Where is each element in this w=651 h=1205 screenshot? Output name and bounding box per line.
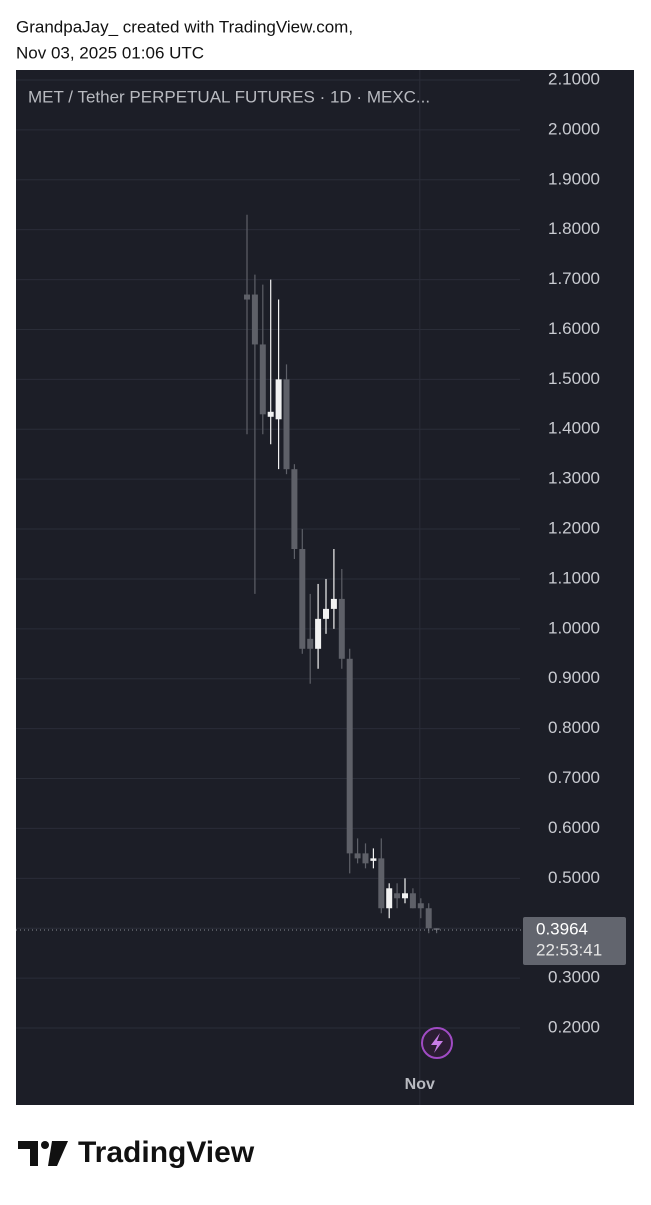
y-tick-label: 1.0000 xyxy=(548,618,600,637)
candle-body xyxy=(386,888,393,909)
y-tick-label: 1.2000 xyxy=(548,519,600,538)
candle-body xyxy=(409,893,416,909)
y-tick-label: 1.6000 xyxy=(548,319,600,338)
y-tick-label: 1.5000 xyxy=(548,369,600,388)
candle-body xyxy=(259,344,266,415)
countdown-label: 22:53:41 xyxy=(536,940,602,959)
candle-body xyxy=(315,618,322,649)
candle-body xyxy=(267,411,274,417)
y-tick-label: 0.2000 xyxy=(548,1017,600,1036)
candle-body xyxy=(433,928,440,931)
candle-body xyxy=(402,893,408,899)
candle-body xyxy=(307,638,314,649)
x-tick-label: Nov xyxy=(405,1076,435,1093)
candle-body xyxy=(378,858,385,909)
logo-mark xyxy=(18,1141,68,1166)
y-tick-label: 0.8000 xyxy=(548,718,600,737)
y-tick-label: 0.6000 xyxy=(548,818,600,837)
candle-body xyxy=(330,598,337,609)
y-tick-label: 2.0000 xyxy=(548,119,600,138)
candle-body xyxy=(346,658,353,854)
last-price-label: 0.3964 xyxy=(536,919,588,938)
y-tick-label: 1.1000 xyxy=(548,568,600,587)
header-line: Nov 03, 2025 01:06 UTC xyxy=(16,43,204,62)
y-tick-label: 0.5000 xyxy=(548,868,600,887)
candle-body xyxy=(354,853,361,859)
candle-body xyxy=(283,379,290,470)
y-tick-label: 1.4000 xyxy=(548,419,600,438)
candle-body xyxy=(291,469,298,550)
y-tick-label: 0.7000 xyxy=(548,768,600,787)
y-tick-label: 1.8000 xyxy=(548,219,600,238)
header-line: GrandpaJay_ created with TradingView.com… xyxy=(16,17,353,36)
y-tick-label: 0.3000 xyxy=(548,968,600,987)
candle-body xyxy=(417,903,424,909)
y-tick-label: 1.7000 xyxy=(548,269,600,288)
y-tick-label: 1.3000 xyxy=(548,469,600,488)
chart-title: MET / Tether PERPETUAL FUTURES · 1D · ME… xyxy=(28,87,430,106)
plot xyxy=(16,70,520,1105)
candle-body xyxy=(299,549,306,649)
candle-body xyxy=(362,853,369,864)
candle-body xyxy=(338,598,345,659)
candle-body xyxy=(323,608,329,619)
candle-body xyxy=(370,858,377,861)
y-tick-label: 2.1000 xyxy=(548,69,600,88)
candle-body xyxy=(394,893,401,899)
y-tick-label: 1.9000 xyxy=(548,169,600,188)
logo-text: TradingView xyxy=(78,1136,255,1169)
candle-body xyxy=(425,908,432,929)
y-tick-label: 0.9000 xyxy=(548,668,600,687)
candle-body xyxy=(244,294,250,300)
candle-body xyxy=(251,294,258,345)
candle-body xyxy=(275,379,282,420)
last-price-box xyxy=(523,917,626,966)
event-icon xyxy=(421,1027,453,1059)
